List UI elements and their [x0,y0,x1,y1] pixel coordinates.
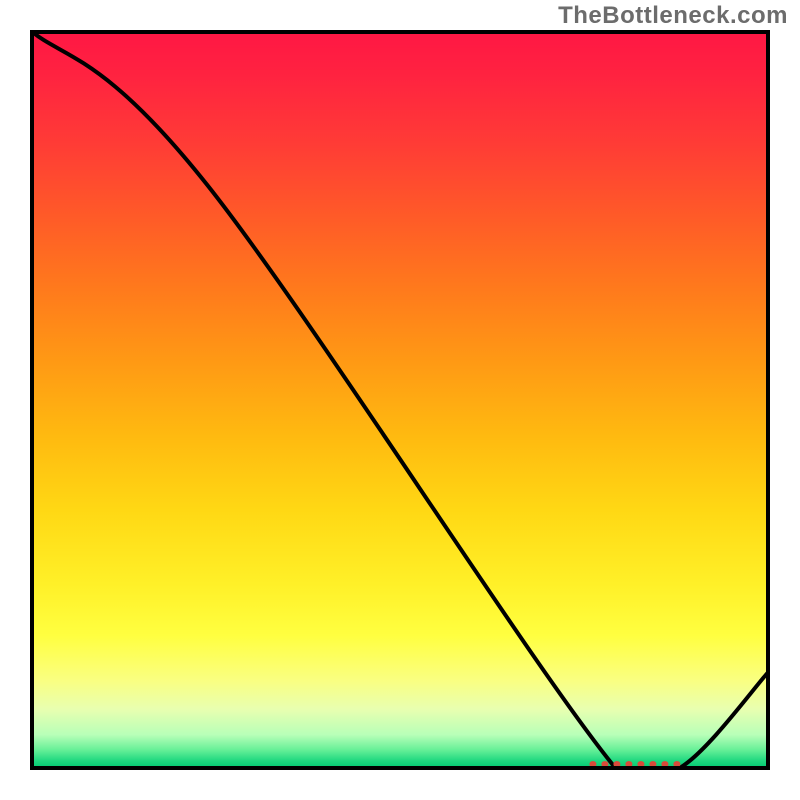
bottleneck-chart [0,0,800,800]
watermark-text: TheBottleneck.com [558,2,788,30]
plot-background [32,32,768,768]
